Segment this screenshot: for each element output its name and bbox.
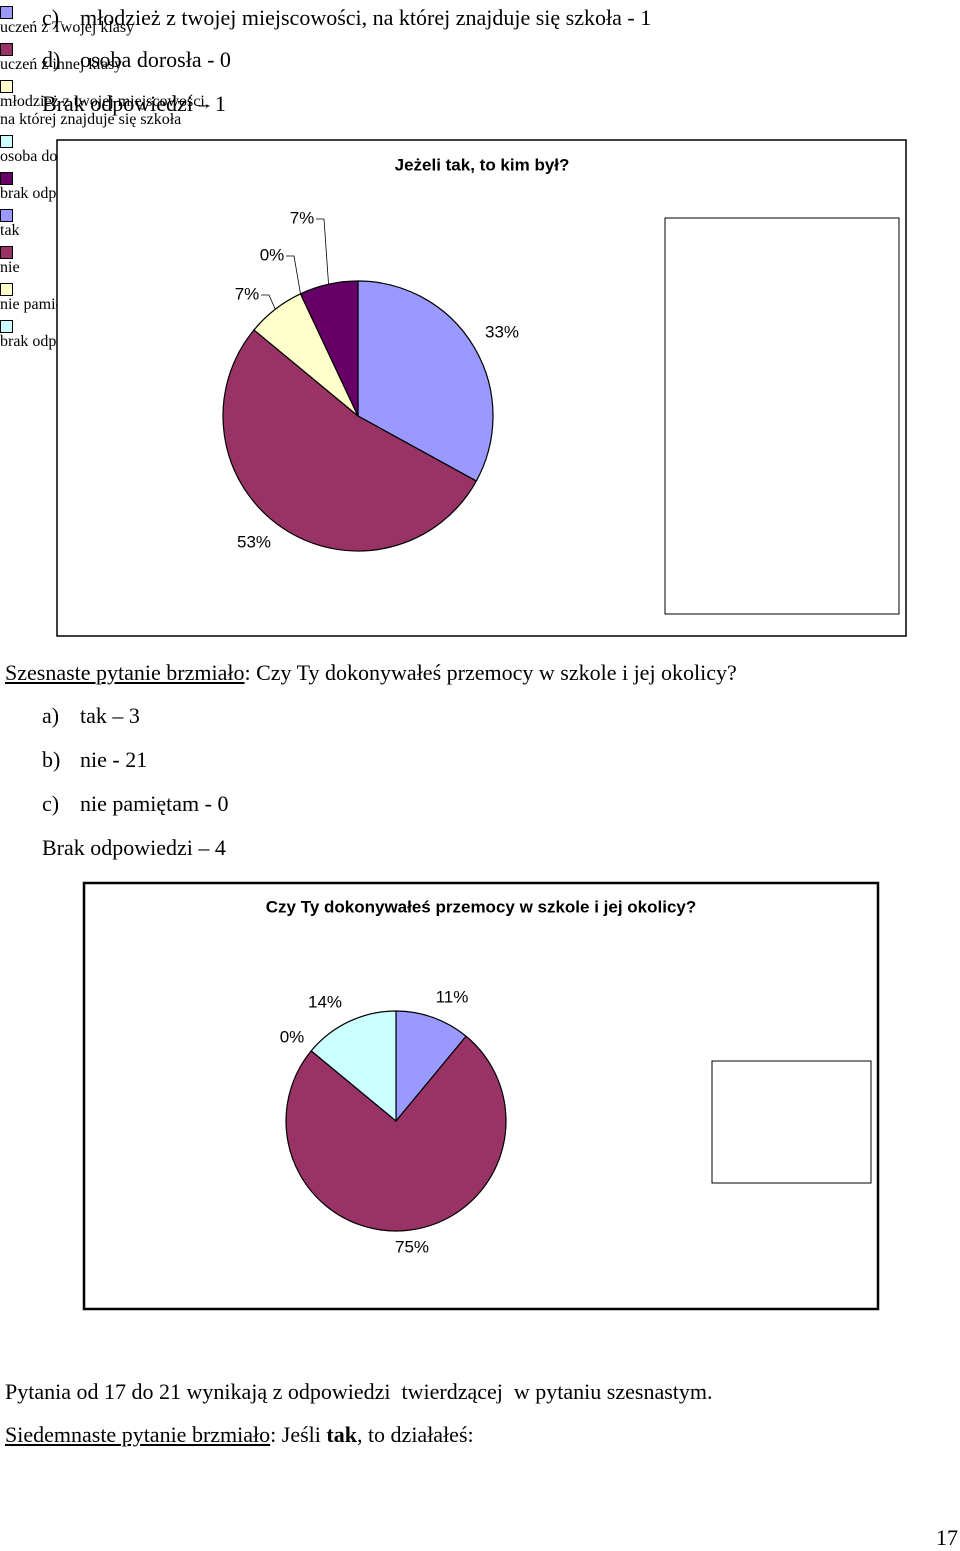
legend-label: nie <box>0 259 20 276</box>
charts-layer: Jeżeli tak, to kim był? 33% 53% 7% 0% 7% Czy T… <box>56 139 907 1311</box>
legend-label: uczeń z innej klasy <box>0 56 123 73</box>
legend-item: uczeń z Twojej klasy <box>0 6 220 37</box>
legend-item: młodzież z twojej miejscowości, na które… <box>0 80 220 129</box>
pie-slice <box>310 1010 397 1123</box>
list-marker: d) <box>42 47 61 72</box>
pie-slice <box>357 280 494 482</box>
data-label: 75% <box>395 1237 429 1256</box>
list-text: młodzież z twojej miejscowości, na które… <box>80 5 652 30</box>
legend-swatch <box>0 6 13 19</box>
question: Siedemnaste pytanie brzmiało: Jeśli tak,… <box>5 1422 474 1448</box>
legend-swatch <box>0 283 13 296</box>
page: Jeżeli tak, to kim był? 33% 53% 7% 0% 7% Czy T… <box>0 5 960 1550</box>
legend-swatch <box>0 135 13 148</box>
leader-line <box>261 294 276 310</box>
data-label: 14% <box>308 992 342 1011</box>
page-number: 17 <box>936 1525 958 1550</box>
data-label: 33% <box>485 322 519 341</box>
data-label: 0% <box>280 1027 305 1046</box>
legend-swatch <box>0 320 13 333</box>
legend-item: uczeń z innej klasy <box>0 43 220 74</box>
question-label: Szesnaste pytanie brzmiało <box>5 660 245 685</box>
legend-swatch <box>0 209 13 222</box>
question-text: , to działałeś: <box>356 1422 474 1447</box>
question-text: : Jeśli <box>270 1422 327 1447</box>
question-text: : Czy Ty dokonywałeś przemocy w szkole i… <box>244 660 737 685</box>
legend-swatch <box>0 172 13 185</box>
legend-swatch <box>0 43 13 56</box>
question: Szesnaste pytanie brzmiało: Czy Ty dokon… <box>5 660 737 686</box>
question-label: Siedemnaste pytanie brzmiało <box>5 1422 271 1447</box>
list-text: tak – 3 <box>80 703 140 728</box>
chart-title: Czy Ty dokonywałeś przemocy w szkole i j… <box>266 897 697 916</box>
data-label: 53% <box>237 532 271 551</box>
list-marker: a) <box>42 703 60 728</box>
pie-slice <box>299 280 359 417</box>
list-marker: b) <box>42 747 61 772</box>
legend-item: tak <box>0 209 150 240</box>
data-label: 11% <box>436 987 469 1006</box>
leader-line <box>316 218 329 285</box>
chart-title: Jeżeli tak, to kim był? <box>395 155 570 174</box>
data-label: 0% <box>260 245 285 264</box>
legend-item: nie <box>0 246 150 277</box>
list-text: nie - 21 <box>80 747 148 772</box>
note: Brak odpowiedzi – 1 <box>42 91 226 116</box>
data-label: 7% <box>235 284 260 303</box>
legend-frame <box>664 217 900 615</box>
legend-frame <box>711 1060 872 1184</box>
pie-slice <box>285 1035 507 1232</box>
legend-swatch <box>0 80 13 93</box>
legend-swatch <box>0 246 13 259</box>
pie-slice <box>222 329 478 552</box>
list-marker: c) <box>42 5 60 30</box>
note: Brak odpowiedzi – 4 <box>42 835 226 860</box>
emphasis: tak <box>326 1422 357 1447</box>
legend-label: młodzież z twojej miejscowości, na które… <box>0 93 209 128</box>
paragraph: Pytania od 17 do 21 wynikają z odpowiedz… <box>5 1379 713 1404</box>
list-marker: c) <box>42 791 60 816</box>
list-text: osoba dorosła - 0 <box>80 47 231 72</box>
list-text: nie pamiętam - 0 <box>80 791 229 816</box>
legend-label: tak <box>0 222 20 239</box>
data-label: 7% <box>290 208 315 227</box>
pie-slice <box>395 1010 467 1123</box>
legend-label: uczeń z Twojej klasy <box>0 19 135 36</box>
leader-line <box>286 255 301 294</box>
